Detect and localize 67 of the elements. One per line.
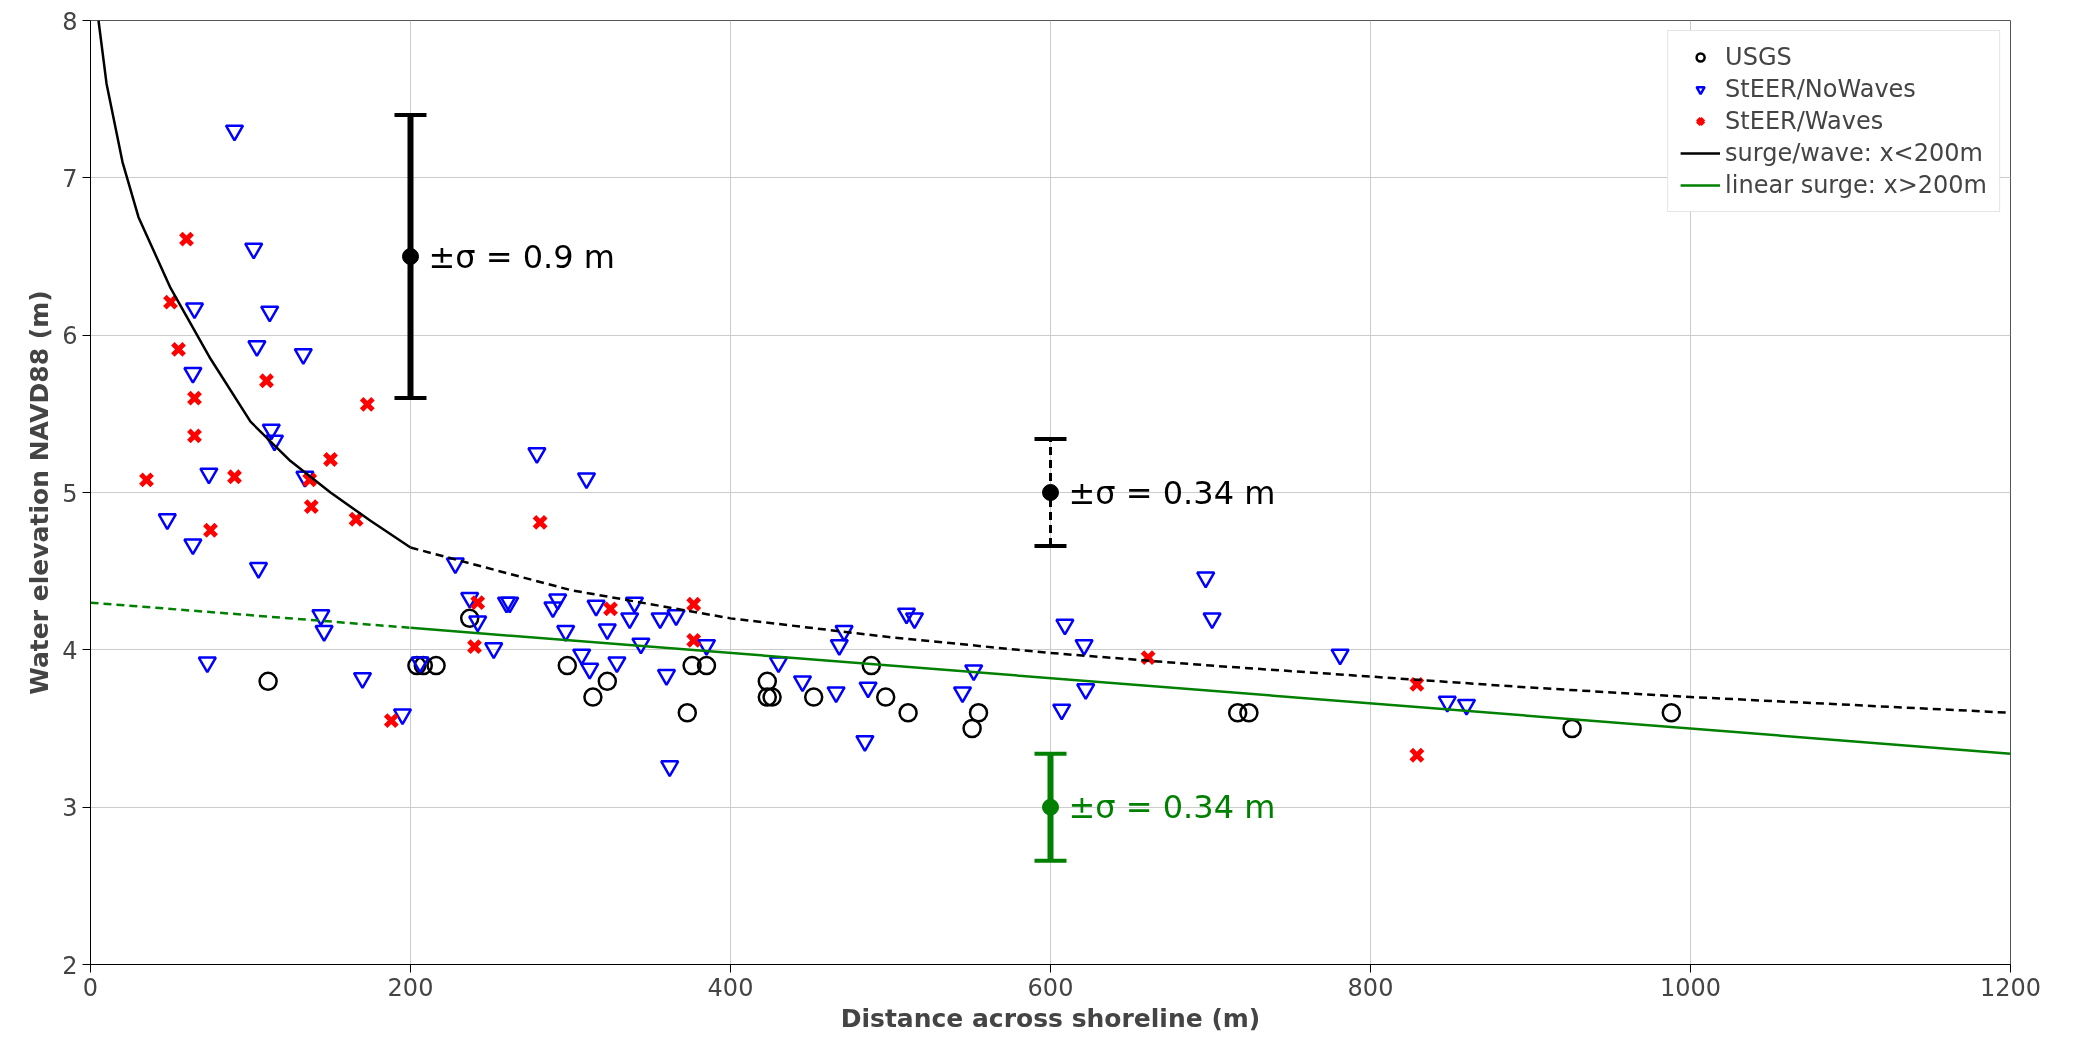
point	[303, 498, 320, 515]
point	[469, 594, 486, 611]
point	[757, 671, 778, 692]
point	[226, 468, 243, 485]
point	[583, 687, 603, 707]
point	[1042, 484, 1059, 501]
point	[170, 341, 187, 358]
annotation: ±σ = 0.34 m	[1068, 788, 1276, 827]
legend-label: StEER/Waves	[1725, 107, 1884, 135]
point	[258, 671, 278, 692]
point	[875, 687, 896, 707]
y-tick-label: 5	[62, 479, 78, 508]
point	[1239, 703, 1259, 723]
point	[696, 655, 717, 676]
point	[138, 471, 155, 489]
x-tick-label: 400	[707, 973, 754, 1002]
x-tick-label: 0	[82, 973, 99, 1002]
point	[402, 248, 419, 265]
point	[597, 671, 618, 692]
x-tick-label: 800	[1347, 973, 1394, 1002]
x-tick-label: 600	[1027, 973, 1074, 1002]
point	[322, 451, 339, 468]
x-tick-label: 1200	[1979, 973, 2042, 1002]
point	[1408, 747, 1426, 764]
point	[682, 655, 702, 676]
y-tick-label: 6	[62, 322, 78, 351]
annotation: ±σ = 0.34 m	[1068, 473, 1276, 512]
legend-label: StEER/NoWaves	[1725, 75, 1916, 103]
point	[1042, 798, 1059, 816]
point	[1227, 703, 1248, 723]
point	[531, 514, 549, 531]
y-tick-label: 2	[62, 951, 78, 980]
point	[162, 293, 179, 311]
point	[685, 596, 702, 613]
legend-label: linear surge: x>200m	[1725, 171, 1987, 199]
point	[1562, 718, 1582, 739]
point	[186, 389, 203, 407]
point	[178, 231, 195, 248]
point	[762, 687, 782, 707]
point	[466, 638, 483, 655]
y-tick-label: 8	[62, 7, 78, 36]
point	[202, 522, 219, 539]
y-tick-label: 3	[62, 794, 78, 823]
point	[898, 703, 918, 723]
point	[426, 655, 446, 676]
x-tick-label: 200	[387, 973, 434, 1002]
point	[383, 712, 400, 729]
point	[602, 600, 619, 618]
point	[962, 718, 982, 739]
point	[968, 703, 989, 723]
y-axis-title: Water elevation NAVD88 (m)	[25, 290, 55, 695]
point	[803, 687, 824, 707]
point	[1661, 703, 1682, 723]
legend-label: surge/wave: x<200m	[1725, 139, 1983, 167]
annotation: ±σ = 0.9 m	[428, 237, 615, 276]
point	[359, 396, 376, 413]
y-tick-label: 4	[62, 636, 78, 665]
x-tick-label: 1000	[1659, 973, 1722, 1002]
point	[258, 372, 275, 389]
x-axis-title: Distance across shoreline (m)	[840, 1003, 1261, 1033]
point	[557, 655, 578, 676]
point	[757, 687, 778, 707]
y-tick-label: 7	[62, 164, 78, 193]
point	[186, 427, 203, 445]
point	[685, 632, 702, 649]
legend-label: USGS	[1725, 43, 1792, 71]
point	[677, 703, 698, 723]
